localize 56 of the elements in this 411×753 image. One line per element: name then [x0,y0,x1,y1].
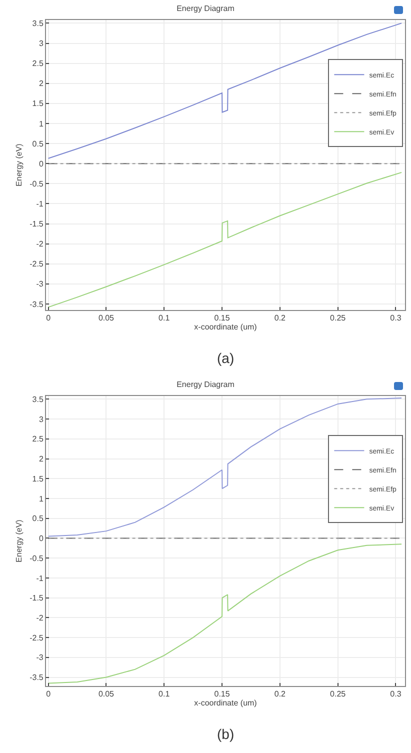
x-tick-label: 0.25 [330,690,346,699]
x-tick-label: 0 [46,690,52,699]
y-tick-label: -3 [36,280,44,289]
y-axis-title: Energy (eV) [14,519,24,562]
y-tick-label: 3 [38,39,44,48]
y-tick-label: -3 [36,653,44,662]
chart-title: Energy Diagram [176,4,235,14]
y-tick-label: -2.5 [30,633,44,642]
y-tick-label: 1.5 [32,474,44,484]
y-tick-label: -0.5 [30,554,44,563]
y-tick-label: -3.5 [30,300,44,309]
x-axis-title: x-coordinate (um) [194,322,258,332]
y-tick-label: 0 [38,159,44,168]
x-tick-label: 0.15 [214,314,230,323]
y-tick-label: 0 [38,534,44,544]
line-series [48,172,402,308]
y-tick-label: -3.5 [30,673,44,682]
line-series [48,544,402,684]
text: (a) [217,350,234,366]
y-tick-label: 3.5 [32,19,44,28]
x-tick-label: 0 [46,314,52,323]
x-tick-label: 0.25 [330,314,346,323]
y-tick-label: -1.5 [30,220,44,229]
x-tick-label: 0.1 [158,314,170,323]
x-tick-label: 0.05 [98,690,115,699]
y-tick-label: 2.5 [32,59,44,68]
y-tick-label: 2.5 [32,434,44,444]
x-tick-label: 0.05 [98,314,115,323]
y-tick-label: 1.5 [32,99,44,108]
y-tick-label: 3 [38,414,44,424]
y-tick-label: -0.5 [30,179,44,188]
y-tick-label: -2 [36,240,44,249]
y-tick-label: 3.5 [32,394,44,404]
x-tick-label: 0.2 [274,690,286,699]
x-tick-label: 0.15 [214,690,230,699]
line-series [48,22,402,159]
y-axis-title: Energy (eV) [14,143,24,186]
y-tick-label: -1.5 [30,594,44,603]
y-tick-label: 0.5 [32,514,44,524]
y-tick-label: 2 [38,454,44,464]
line-series [48,397,402,537]
y-tick-label: 1 [38,494,44,504]
y-tick-label: -2.5 [30,260,44,269]
y-tick-label: -1 [36,574,44,583]
x-tick-label: 0.3 [390,690,402,699]
x-tick-label: 0.3 [390,314,402,323]
chart-title: Energy Diagram [176,380,235,390]
x-tick-label: 0.2 [274,314,286,323]
y-tick-label: 2 [38,79,44,88]
text: (b) [217,726,234,742]
y-tick-label: 0.5 [32,139,44,148]
y-tick-label: -2 [36,613,44,622]
x-tick-label: 0.1 [158,690,170,699]
y-tick-label: -1 [36,200,44,209]
x-axis-title: x-coordinate (um) [194,698,258,708]
y-tick-label: 1 [38,119,44,128]
